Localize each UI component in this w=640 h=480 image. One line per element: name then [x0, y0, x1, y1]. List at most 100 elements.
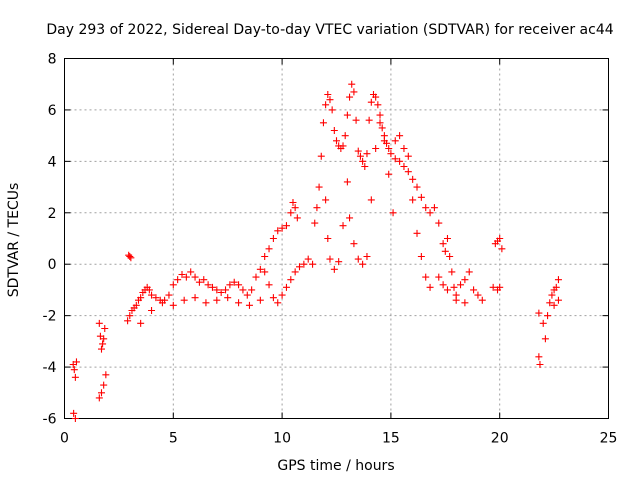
data-point	[536, 361, 544, 368]
data-point	[178, 271, 186, 278]
data-point	[330, 127, 338, 134]
data-point	[137, 319, 145, 327]
data-point	[426, 209, 434, 217]
data-point	[372, 145, 380, 152]
data-point	[328, 106, 336, 114]
data-point	[309, 260, 317, 268]
data-point	[354, 147, 362, 155]
data-point	[443, 286, 451, 294]
data-point	[287, 276, 295, 284]
data-point	[213, 286, 221, 294]
data-point	[361, 163, 369, 170]
data-point	[404, 168, 412, 176]
data-point	[400, 145, 408, 152]
data-point	[367, 98, 375, 106]
data-point	[99, 340, 107, 348]
data-point	[417, 253, 425, 260]
data-point	[235, 299, 243, 307]
data-point	[380, 137, 388, 145]
data-point	[404, 152, 412, 160]
data-point	[304, 255, 312, 263]
y-tick-label: 2	[48, 206, 57, 222]
data-point	[252, 273, 260, 281]
data-point	[182, 273, 190, 281]
data-point	[71, 373, 79, 381]
y-tick-label: -4	[43, 360, 57, 376]
data-point	[256, 296, 264, 304]
data-point	[544, 312, 552, 320]
data-point	[180, 296, 188, 304]
data-point	[204, 281, 212, 289]
data-point	[552, 283, 560, 291]
data-point	[165, 291, 173, 299]
data-point	[465, 268, 473, 276]
grid-lines	[64, 58, 609, 419]
data-points	[69, 80, 562, 422]
data-point	[291, 268, 299, 276]
data-point	[282, 283, 290, 291]
data-point	[202, 299, 210, 307]
data-point	[478, 296, 486, 304]
data-point	[335, 258, 343, 266]
data-point	[441, 247, 449, 255]
data-point	[376, 119, 384, 127]
data-point	[350, 240, 358, 248]
y-tick-label: 0	[48, 257, 57, 273]
data-point	[71, 415, 79, 422]
data-point	[363, 150, 371, 158]
data-point	[239, 286, 247, 294]
data-point	[372, 93, 380, 101]
data-point	[391, 155, 399, 163]
data-point	[324, 91, 332, 98]
data-point	[359, 157, 367, 165]
data-point	[70, 366, 78, 374]
data-point	[152, 294, 160, 302]
data-point	[169, 301, 177, 309]
data-point	[265, 281, 273, 289]
data-point	[554, 276, 562, 284]
data-point	[261, 268, 269, 276]
data-point	[265, 245, 273, 253]
data-point	[226, 281, 234, 289]
data-point	[324, 235, 332, 242]
data-point	[378, 124, 386, 132]
data-point	[195, 278, 203, 286]
data-point	[245, 301, 253, 309]
data-point	[448, 268, 456, 276]
data-point	[535, 309, 543, 317]
data-point	[222, 286, 230, 294]
data-point	[452, 296, 460, 304]
data-point	[422, 204, 430, 212]
data-point	[435, 219, 443, 227]
data-point	[282, 222, 290, 230]
data-point	[296, 263, 304, 271]
data-point	[287, 209, 295, 217]
data-point	[409, 175, 417, 183]
data-point	[554, 296, 562, 304]
data-point	[311, 219, 319, 227]
data-point	[339, 142, 347, 150]
data-point	[417, 193, 425, 201]
data-point	[367, 196, 375, 204]
data-point	[70, 409, 78, 417]
data-point	[496, 235, 504, 242]
data-point	[354, 255, 362, 263]
data-point	[330, 265, 338, 273]
data-point	[350, 88, 358, 96]
data-point	[389, 209, 397, 217]
data-point	[315, 183, 323, 191]
data-point	[339, 222, 347, 230]
data-point	[101, 325, 109, 332]
data-point	[278, 224, 286, 232]
data-point	[300, 260, 308, 268]
plot-frame	[64, 58, 609, 419]
data-point	[385, 170, 393, 178]
data-point	[126, 312, 134, 320]
data-point	[365, 116, 373, 124]
data-point	[443, 235, 451, 242]
data-point	[278, 291, 286, 299]
data-point	[489, 283, 497, 291]
data-point	[409, 196, 417, 204]
data-point	[376, 111, 384, 119]
data-point	[289, 199, 297, 206]
